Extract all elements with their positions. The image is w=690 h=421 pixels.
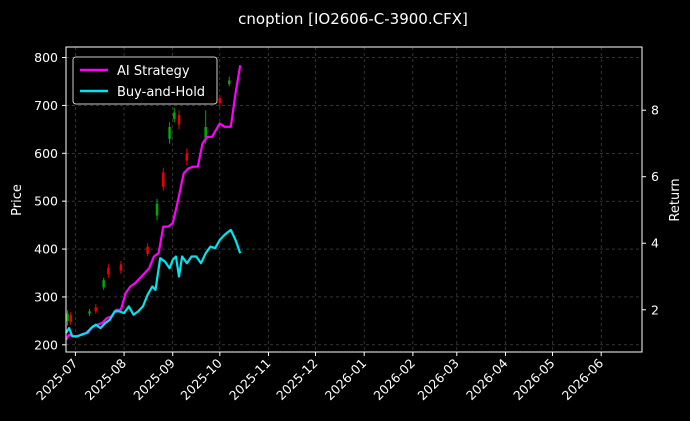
candle xyxy=(227,76,231,87)
candle-body xyxy=(102,280,105,288)
candle-body xyxy=(177,114,181,125)
candle xyxy=(102,277,105,290)
candle-body xyxy=(119,264,123,271)
candle xyxy=(66,310,69,326)
candle xyxy=(173,107,176,123)
right-tick-label: 6 xyxy=(651,169,659,184)
series-lines xyxy=(65,65,242,341)
chart-title: cnoption [IO2606-C-3900.CFX] xyxy=(238,10,468,28)
left-tick-label: 200 xyxy=(34,337,58,352)
plot-area-frame xyxy=(65,46,643,353)
legend-box xyxy=(72,56,218,105)
legend-label-ai-strategy: AI Strategy xyxy=(117,64,190,79)
left-tick-label: 400 xyxy=(34,242,58,257)
y-axis-label-left: Price xyxy=(10,184,25,216)
candle-body xyxy=(227,80,231,84)
candle xyxy=(107,264,110,278)
candle-body xyxy=(185,153,189,161)
candle xyxy=(162,167,165,191)
left-tick-label: 600 xyxy=(34,146,58,161)
candlesticks xyxy=(66,76,231,326)
candle-body xyxy=(146,246,149,254)
candle xyxy=(88,308,91,317)
candle-body xyxy=(218,98,222,104)
left-tick-label: 700 xyxy=(34,98,58,113)
candle-body xyxy=(155,203,159,216)
candle-body xyxy=(88,311,91,314)
legend-label-buy-and-hold: Buy-and-Hold xyxy=(117,85,205,100)
candle xyxy=(168,122,171,144)
candle-body xyxy=(94,307,98,312)
candle xyxy=(218,94,222,108)
candle-body xyxy=(168,126,171,139)
candle xyxy=(185,148,189,166)
candle xyxy=(177,110,181,130)
right-y-axis: 2 4 6 8 xyxy=(642,103,659,317)
candle xyxy=(155,198,159,221)
candle-body xyxy=(162,172,165,187)
candle-body xyxy=(204,126,207,139)
right-tick-label: 8 xyxy=(651,103,659,118)
left-tick-label: 500 xyxy=(34,194,58,209)
legend: AI Strategy Buy-and-Hold xyxy=(72,56,218,105)
candle xyxy=(94,304,98,314)
candle-body xyxy=(107,268,110,274)
candle-body xyxy=(173,112,176,119)
left-tick-label: 300 xyxy=(34,289,58,304)
candle-body xyxy=(66,313,69,321)
candle xyxy=(146,243,149,257)
left-y-axis: 200 300 400 500 600 700 800 xyxy=(34,50,66,352)
candle xyxy=(69,312,72,325)
right-tick-label: 2 xyxy=(651,302,659,317)
series-line-buy-and-hold xyxy=(65,228,242,338)
left-tick-label: 800 xyxy=(34,50,58,65)
right-tick-label: 4 xyxy=(651,236,659,251)
y-axis-label-right: Return xyxy=(668,178,683,221)
candle-body xyxy=(69,315,72,322)
candle xyxy=(119,261,123,274)
